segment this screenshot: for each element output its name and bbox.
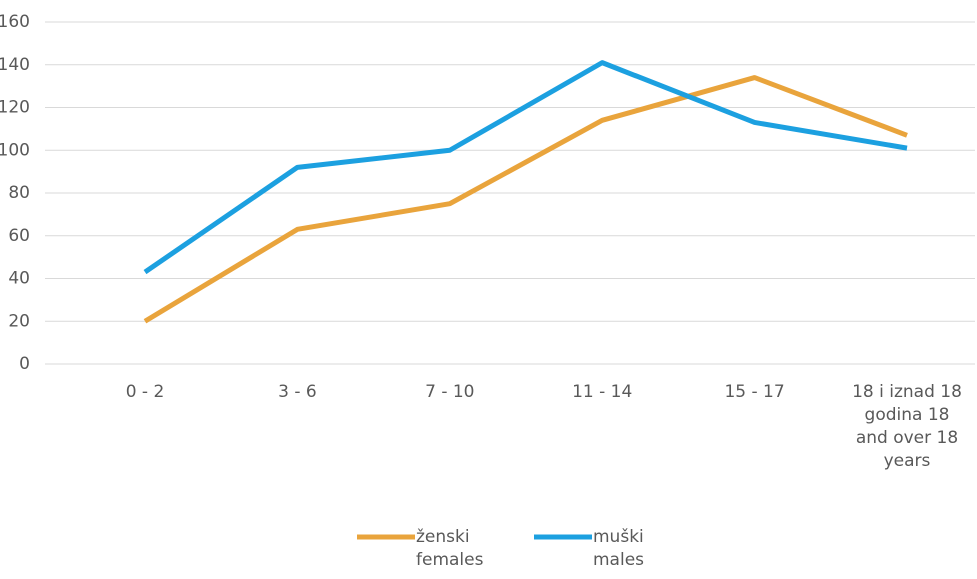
legend-label: muški males xyxy=(593,527,645,570)
x-tick-label: 0 - 2 xyxy=(125,382,165,402)
legend-label: ženski females xyxy=(416,527,484,570)
x-tick-label: 18 i iznad 18 godina 18 and over 18 year… xyxy=(852,382,962,471)
y-tick-label: 40 xyxy=(8,269,30,289)
line xyxy=(143,60,908,275)
y-tick-label: 100 xyxy=(0,140,30,160)
line xyxy=(143,75,908,324)
x-tick-label: 3 - 6 xyxy=(278,382,317,402)
y-tick-label: 140 xyxy=(0,55,30,75)
x-tick-label: 15 - 17 xyxy=(724,382,785,402)
y-tick-label: 20 xyxy=(8,311,30,331)
y-tick-label: 0 xyxy=(19,354,30,374)
x-tick-label: 7 - 10 xyxy=(425,382,475,402)
y-tick-label: 60 xyxy=(8,226,30,246)
y-tick-label: 160 xyxy=(0,12,30,32)
x-tick-label: 11 - 14 xyxy=(572,382,633,402)
y-tick-label: 120 xyxy=(0,98,30,118)
y-tick-label: 80 xyxy=(8,183,30,203)
